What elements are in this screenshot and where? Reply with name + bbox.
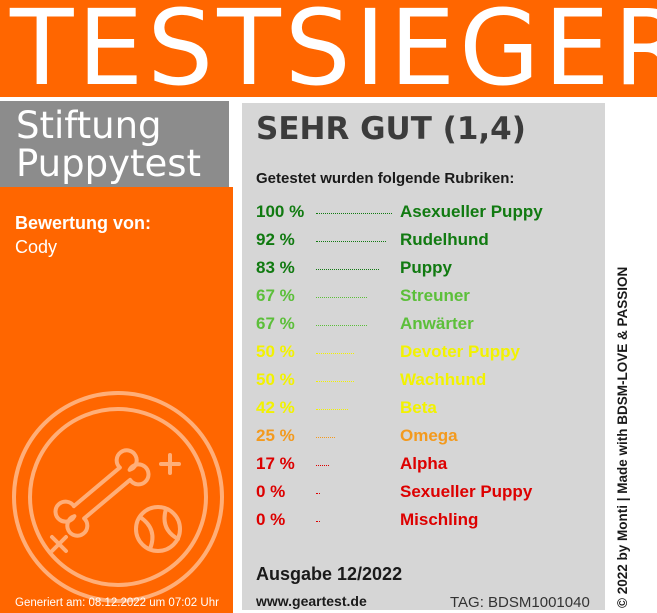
rating-category: Anwärter (400, 314, 474, 333)
rating-leader (316, 493, 320, 494)
rating-category: Streuner (400, 286, 470, 305)
rating-row: 50 % Devoter Puppy (256, 340, 601, 368)
rating-row: 0 % Sexueller Puppy (256, 480, 601, 508)
rating-percent: 100 % (256, 202, 305, 221)
rating-row: 92 % Rudelhund (256, 228, 601, 256)
rating-leader (316, 465, 329, 466)
rating-percent: 50 % (256, 342, 295, 361)
rating-leader (316, 297, 367, 298)
rating-percent: 25 % (256, 426, 295, 445)
rating-row: 42 % Beta (256, 396, 601, 424)
bone-icon (53, 448, 151, 538)
rating-category: Alpha (400, 454, 448, 473)
rating-category: Wachhund (400, 370, 487, 389)
rating-leader (316, 437, 335, 438)
website-link[interactable]: www.geartest.de (256, 593, 367, 609)
x-mark-icon (50, 535, 68, 553)
copyright-vertical: © 2022 by Monti | Made with BDSM-LOVE & … (615, 266, 630, 608)
issue-label: Ausgabe 12/2022 (256, 564, 403, 584)
brand-line-1: Stiftung (16, 104, 162, 147)
categories-subtitle: Getestet wurden folgende Rubriken: (256, 170, 515, 187)
rating-row: 83 % Puppy (256, 256, 601, 284)
testsieger-banner: TESTSIEGER (0, 0, 657, 97)
rating-percent: 67 % (256, 314, 295, 333)
tag-code: TAG: BDSM1001040 (450, 594, 590, 611)
rating-leader (316, 325, 367, 326)
brand-box: Stiftung Puppytest (0, 101, 233, 187)
rating-row: 17 % Alpha (256, 452, 601, 480)
right-column: SEHR GUT (1,4) Getestet wurden folgende … (237, 101, 657, 613)
grade-heading: SEHR GUT (1,4) (256, 111, 526, 147)
rating-percent: 0 % (256, 482, 286, 501)
rating-category: Asexueller Puppy (400, 202, 543, 221)
rating-category: Beta (400, 398, 437, 417)
reviewer-name: Cody (15, 237, 58, 257)
left-column: Stiftung Puppytest Bewertung von: Cody (0, 101, 233, 613)
ratings-list: 100 % Asexueller Puppy 92 % Rudelhund 83 %… (256, 200, 601, 536)
generated-timestamp: Generiert am: 08.12.2022 um 07:02 Uhr (15, 597, 219, 609)
rating-percent: 92 % (256, 230, 295, 249)
rating-leader (316, 353, 354, 354)
rating-leader (316, 213, 392, 214)
emblem-ring-outer-icon (12, 391, 224, 603)
rating-row: 25 % Omega (256, 424, 601, 452)
rating-leader (316, 409, 348, 410)
rating-category: Omega (400, 426, 458, 445)
rating-leader (316, 381, 354, 382)
plus-mark-icon (159, 453, 181, 475)
rating-row: 0 % Mischling (256, 508, 601, 536)
rating-percent: 83 % (256, 258, 295, 277)
ball-icon (134, 505, 182, 553)
rating-category: Sexueller Puppy (400, 482, 533, 501)
emblem-ring-inner-icon (28, 407, 208, 587)
rating-percent: 50 % (256, 370, 295, 389)
rating-row: 50 % Wachhund (256, 368, 601, 396)
rating-leader (316, 241, 386, 242)
rating-category: Rudelhund (400, 230, 489, 249)
brand-line-2: Puppytest (16, 142, 202, 185)
brand-logo: Stiftung Puppytest (0, 101, 229, 187)
rating-category: Devoter Puppy (400, 342, 520, 361)
rating-leader (316, 269, 379, 270)
rating-row: 100 % Asexueller Puppy (256, 200, 601, 228)
banner-title: TESTSIEGER (10, 0, 657, 97)
rating-category: Mischling (400, 510, 479, 529)
rating-percent: 67 % (256, 286, 295, 305)
reviewer-label: Bewertung von: (15, 213, 152, 233)
rating-percent: 0 % (256, 510, 286, 529)
rating-percent: 42 % (256, 398, 295, 417)
report-panel: SEHR GUT (1,4) Getestet wurden folgende … (242, 103, 605, 611)
rating-category: Puppy (400, 258, 452, 277)
rating-row: 67 % Anwärter (256, 312, 601, 340)
emblem-icon (12, 391, 224, 603)
rating-leader (316, 521, 320, 522)
rating-percent: 17 % (256, 454, 295, 473)
rating-row: 67 % Streuner (256, 284, 601, 312)
